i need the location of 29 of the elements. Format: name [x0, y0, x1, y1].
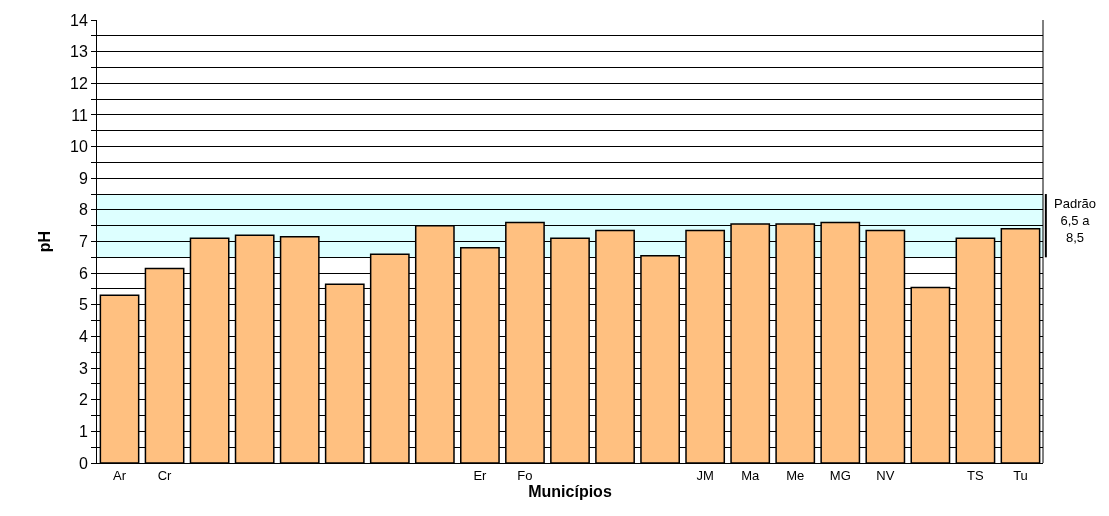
y-tick-label: 12	[70, 74, 88, 92]
x-tick-label: Cr	[157, 467, 173, 483]
x-tick-label: TS	[967, 467, 985, 483]
y-tick-label: 11	[71, 106, 88, 124]
y-tick-label: 7	[78, 233, 88, 251]
x-tick-label: Fo	[517, 467, 533, 483]
y-tick-label: 9	[78, 169, 88, 187]
y-tick-label: 3	[78, 359, 88, 377]
x-tick-label: Me	[786, 467, 805, 483]
y-tick-label: 13	[70, 43, 88, 61]
x-tick-label: JM	[696, 467, 714, 483]
y-tick-label: 10	[70, 138, 88, 156]
band-label: Padrão 6,5 a 8,5	[1054, 196, 1096, 245]
x-axis-title: Municípios	[528, 483, 612, 501]
y-tick-label: 4	[78, 328, 88, 346]
y-tick-label: 5	[78, 296, 88, 314]
y-tick-label: 8	[78, 201, 88, 219]
y-tick-label: 6	[78, 264, 88, 282]
y-tick-label: 2	[78, 391, 88, 409]
x-tick-label: MG	[829, 467, 851, 483]
x-tick-label: Ma	[741, 467, 760, 483]
y-axis-title: pH	[35, 230, 53, 253]
x-tick-label: NV	[876, 467, 895, 483]
x-tick-label: Er	[473, 467, 488, 483]
y-tick-label: 1	[78, 422, 88, 440]
x-tick-label: Tu	[1013, 467, 1028, 483]
x-tick-label: Ar	[113, 467, 127, 483]
y-tick-label: 0	[78, 454, 88, 472]
y-tick-label: 14	[70, 11, 88, 29]
